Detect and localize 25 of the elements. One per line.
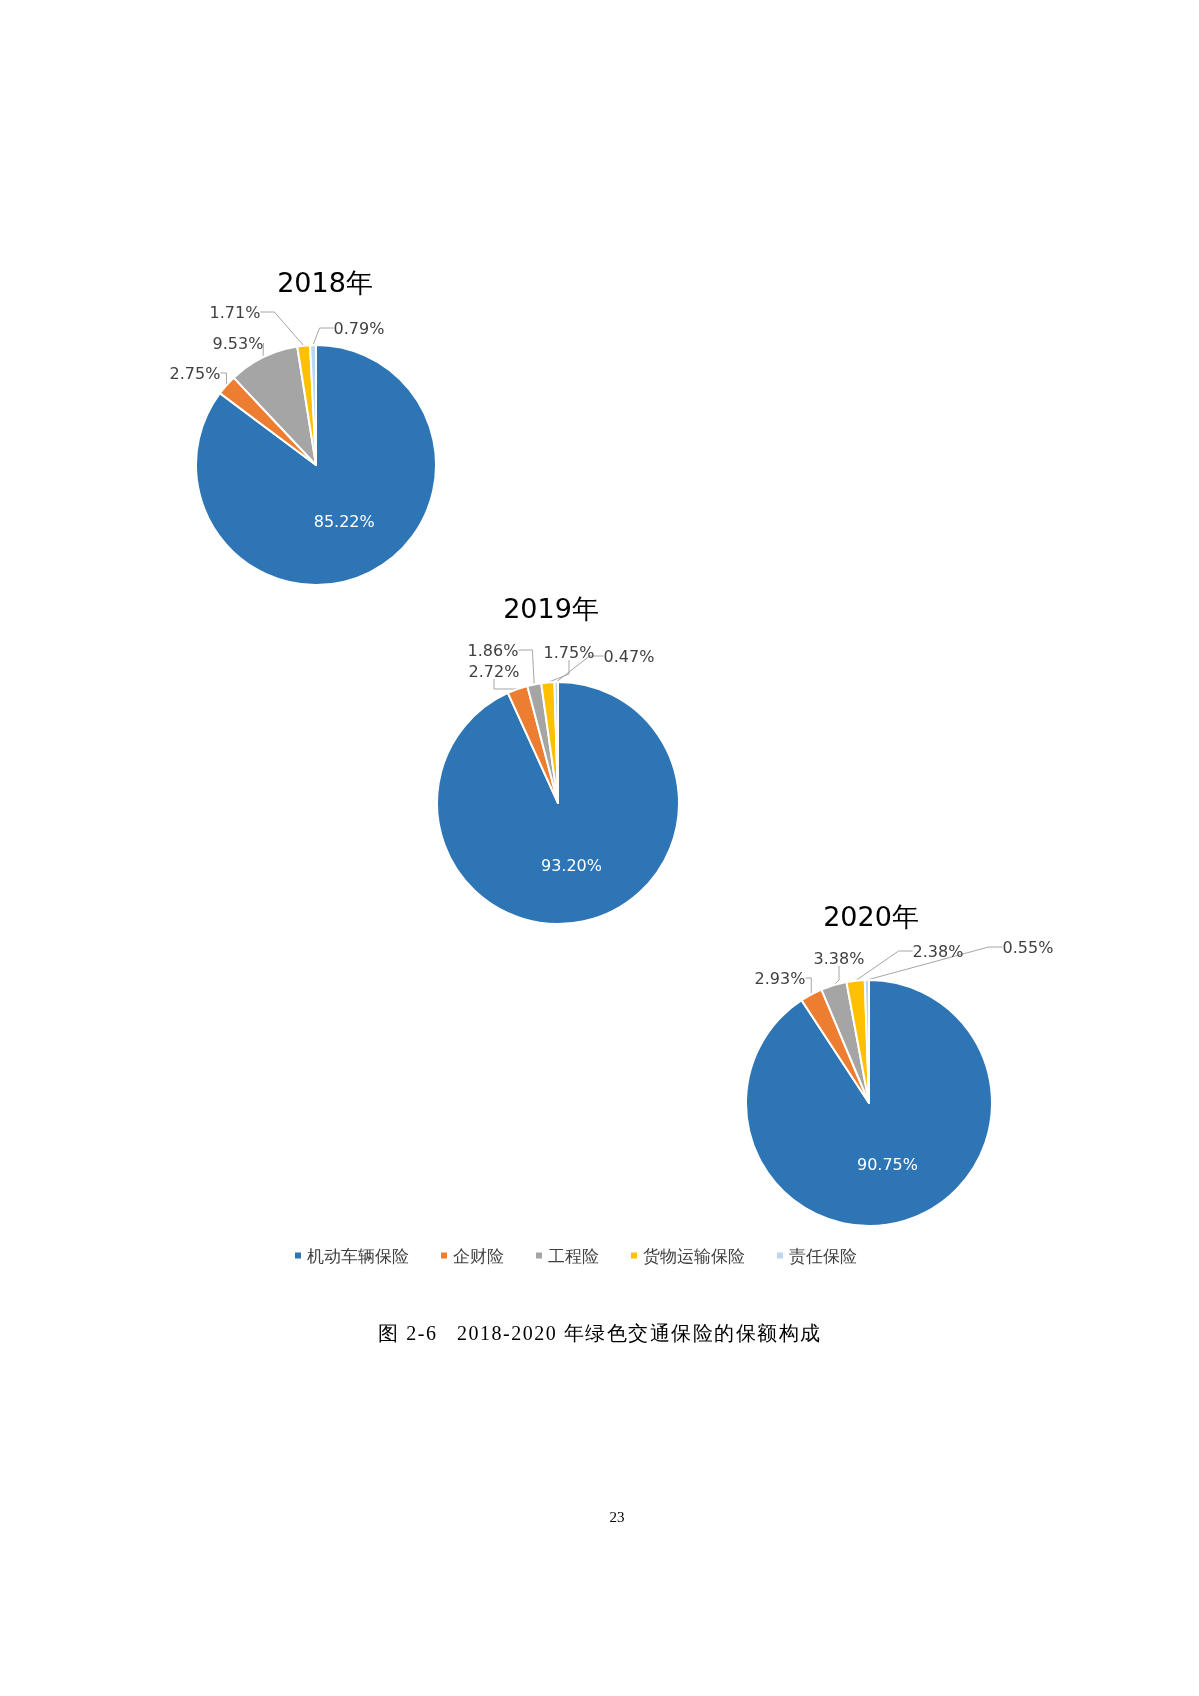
- data-label: 9.53%: [212, 333, 264, 353]
- data-label: 2.93%: [754, 968, 806, 988]
- data-label: 0.47%: [603, 646, 655, 666]
- data-label: 1.86%: [467, 640, 519, 660]
- data-label: 3.38%: [813, 948, 865, 968]
- chart-title: 2020年: [823, 901, 919, 932]
- data-label: 85.22%: [313, 511, 375, 531]
- legend-label: 货物运输保险: [643, 1245, 745, 1266]
- chart-title: 2018年: [277, 267, 373, 298]
- legend-label: 工程险: [548, 1245, 599, 1266]
- text: 23: [609, 1508, 625, 1526]
- data-label: 1.75%: [543, 642, 595, 662]
- data-label: 2.38%: [912, 941, 964, 961]
- legend-label: 企财险: [453, 1245, 504, 1266]
- legend-label: 责任保险: [789, 1245, 857, 1266]
- chart-title: 2019年: [503, 593, 599, 624]
- data-label: 1.71%: [209, 302, 261, 322]
- caption: 图 2-6 2018-2020 年绿色交通保险的保额构成: [378, 1320, 822, 1346]
- data-label: 93.20%: [540, 855, 602, 875]
- data-label: 2.72%: [468, 661, 520, 681]
- data-label: 0.55%: [1002, 937, 1054, 957]
- data-label: 2.75%: [169, 363, 221, 383]
- data-label: 90.75%: [856, 1155, 918, 1175]
- data-label: 0.79%: [333, 318, 385, 338]
- legend-label: 机动车辆保险: [307, 1245, 409, 1266]
